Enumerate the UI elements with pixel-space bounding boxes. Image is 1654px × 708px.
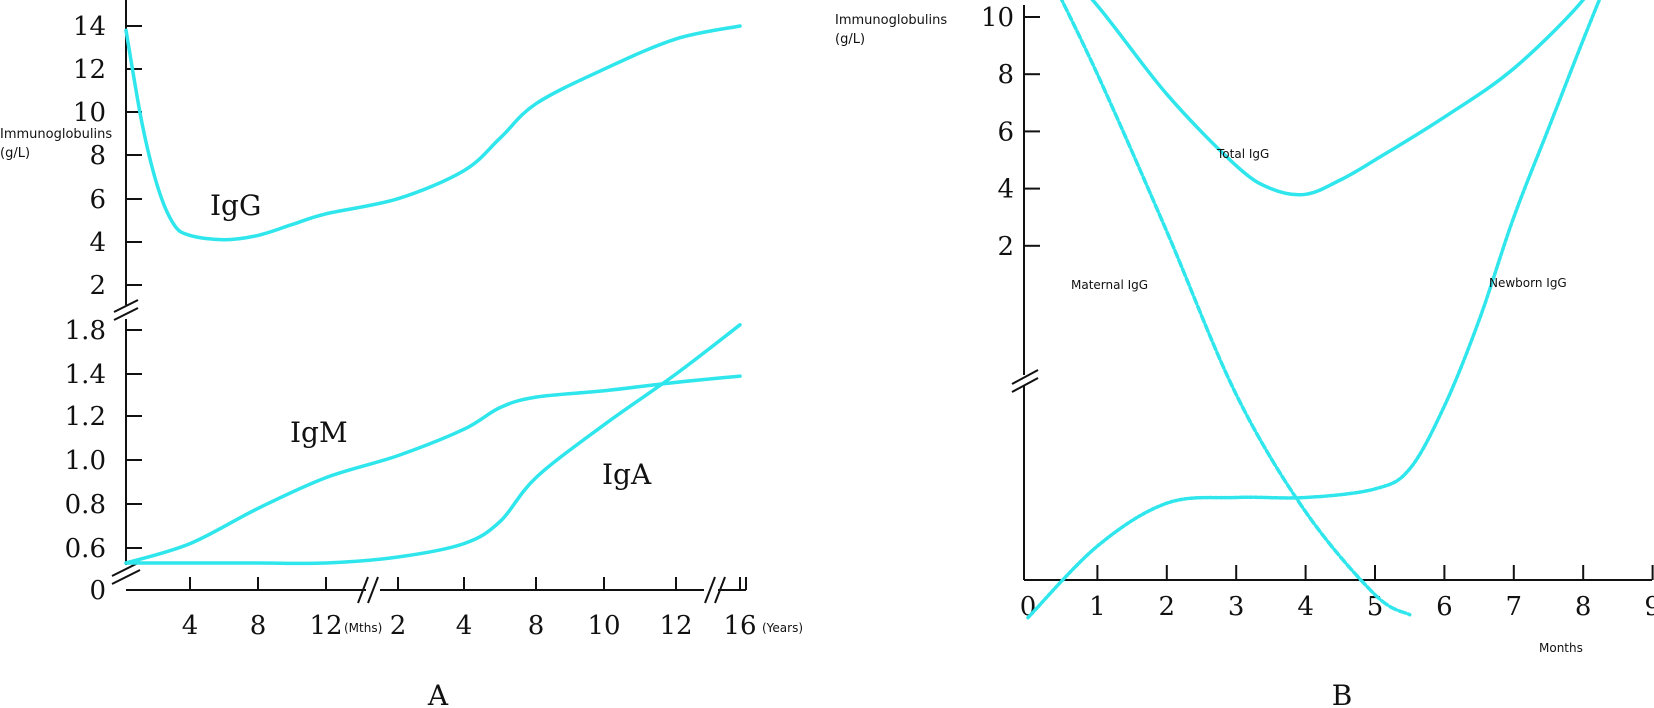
panel-a-ylabel-line2: (g/L) xyxy=(0,146,30,161)
maternal-igg-series-label: Maternal IgG xyxy=(1071,278,1148,292)
y-tick-label: 2 xyxy=(89,271,106,301)
x-tick-label: 4 xyxy=(182,611,199,641)
total-igg-series-line xyxy=(1090,0,1586,197)
x-axis-break-mark xyxy=(357,576,369,604)
y-tick-label: 14 xyxy=(73,12,106,42)
y-tick-label: 1.8 xyxy=(65,316,106,346)
y-tick-label: 8 xyxy=(997,60,1014,90)
y-tick-label: 12 xyxy=(73,55,106,85)
y-tick-label: 6 xyxy=(997,117,1014,147)
x-tick-label: 8 xyxy=(1575,592,1592,622)
x-tick-label: 12 xyxy=(309,611,342,641)
x-tick-label: 2 xyxy=(390,611,407,641)
maternal-igg-series-line xyxy=(1059,0,1412,617)
y-axis-break-mark xyxy=(1011,377,1039,393)
igm-series-label: IgM xyxy=(290,416,348,449)
y-tick-label: 4 xyxy=(997,175,1014,205)
igg-series-label: IgG xyxy=(210,189,261,222)
panel-b-label: B xyxy=(1332,679,1353,708)
x-tick-label: 3 xyxy=(1228,592,1245,622)
y-tick-label: 1.0 xyxy=(65,446,106,476)
y-axis-break-mark xyxy=(1011,369,1039,385)
x-tick-label: 7 xyxy=(1506,592,1523,622)
panel-a-axis-breaks xyxy=(111,299,726,604)
y-tick-label: 2 xyxy=(997,232,1014,262)
panel-b-ticks: 121086420123456789 xyxy=(981,3,1654,622)
y-tick-label: 0 xyxy=(89,576,106,606)
y-tick-label: 10 xyxy=(981,3,1014,33)
x-tick-label: 9 xyxy=(1644,592,1654,622)
total-igg-series-label: Total IgG xyxy=(1216,147,1269,161)
y-tick-label: 1.4 xyxy=(65,360,106,390)
y-tick-label: 1.2 xyxy=(65,402,106,432)
panel-a-ylabel-line1: Immunoglobulins xyxy=(0,127,112,142)
x-tick-label: 10 xyxy=(587,611,620,641)
igg-series-line xyxy=(124,24,742,242)
panel-a-ticks: 14 12 10 8 6 4 2 1.8 1.4 1.2 1.0 0.8 0.6 0 4 8 12 2 4 8 10 12… xyxy=(65,12,757,641)
x-axis-break-mark xyxy=(704,576,716,604)
x-tick-label: 4 xyxy=(456,611,473,641)
panel-a-unit-months: (Mths) xyxy=(344,621,382,635)
panel-a-chart: 14 12 10 8 6 4 2 1.8 1.4 1.2 1.0 0.8 0.6 0 4 8 12 2 4 8 10 12… xyxy=(0,0,803,708)
panel-b-xlabel: Months xyxy=(1539,641,1583,655)
y-axis-break-mark xyxy=(113,307,139,321)
x-tick-label: 2 xyxy=(1159,592,1176,622)
x-tick-label: 8 xyxy=(250,611,267,641)
x-axis-break-mark xyxy=(367,576,379,604)
y-axis-break-mark xyxy=(113,299,139,313)
y-tick-label: 0.6 xyxy=(65,534,106,564)
y-tick-label: 6 xyxy=(89,185,106,215)
panel-a-curves xyxy=(124,24,742,566)
panel-b-curves xyxy=(1026,0,1602,620)
y-tick-label: 10 xyxy=(73,98,106,128)
iga-series-label: IgA xyxy=(602,458,652,491)
newborn-igg-series-label: Newborn IgG xyxy=(1489,276,1567,290)
panel-b-ylabel-line2: (g/L) xyxy=(835,32,865,47)
panel-a-unit-years: (Years) xyxy=(762,621,803,635)
x-tick-label: 1 xyxy=(1089,592,1106,622)
y-tick-label: 8 xyxy=(89,141,106,171)
y-tick-label: 4 xyxy=(89,228,106,258)
panel-b-chart: 121086420123456789 Immunoglobulins (g/L)… xyxy=(835,0,1654,708)
y-tick-label: 0.8 xyxy=(65,490,106,520)
igm-series-line xyxy=(124,374,742,565)
x-tick-label: 4 xyxy=(1297,592,1314,622)
x-tick-label: 16 xyxy=(723,611,756,641)
x-tick-label: 6 xyxy=(1436,592,1453,622)
iga-series-line xyxy=(124,323,742,566)
panel-b-axis-breaks xyxy=(1011,369,1039,393)
x-tick-label: 12 xyxy=(659,611,692,641)
y-axis-break-mark xyxy=(111,569,141,585)
x-axis-break-mark xyxy=(714,576,726,604)
newborn-igg-series-line xyxy=(1026,0,1602,620)
panel-b-ylabel-line1: Immunoglobulins xyxy=(835,13,947,28)
panel-a-label: A xyxy=(427,679,449,708)
x-tick-label: 8 xyxy=(528,611,545,641)
